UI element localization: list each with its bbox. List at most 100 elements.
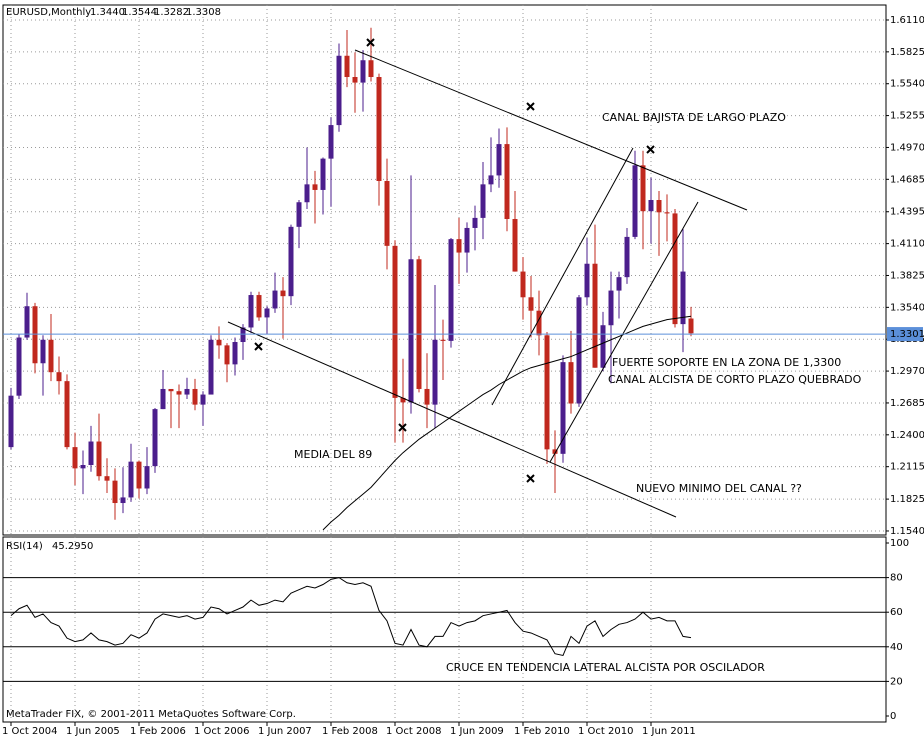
candle-body bbox=[216, 339, 222, 346]
y-tick-label: 1.2400 bbox=[890, 430, 924, 441]
candle-body bbox=[152, 409, 158, 467]
y-tick-label: 20 bbox=[890, 676, 903, 687]
candle-body bbox=[464, 227, 470, 253]
candle-body bbox=[72, 447, 78, 469]
y-tick-label: 1.5255 bbox=[890, 111, 924, 122]
rsi-value: 45.2950 bbox=[52, 541, 93, 552]
candle-body bbox=[672, 213, 678, 325]
header-low: 1.3282 bbox=[154, 7, 189, 18]
candle-body bbox=[320, 158, 326, 190]
x-tick-label: 1 Oct 2010 bbox=[578, 726, 633, 737]
trend-line bbox=[227, 321, 677, 518]
y-tick-label: 60 bbox=[890, 607, 903, 618]
candle-body bbox=[424, 388, 430, 405]
candle-body bbox=[648, 200, 654, 212]
cross-marks bbox=[254, 38, 655, 483]
candle-body bbox=[504, 144, 510, 220]
candle-body bbox=[208, 339, 214, 395]
y-tick-label: 1.1825 bbox=[890, 494, 924, 505]
candle-body bbox=[192, 388, 198, 405]
header-high: 1.3544 bbox=[122, 7, 157, 18]
rsi-title: RSI(14) bbox=[6, 541, 43, 552]
candle-body bbox=[56, 372, 62, 382]
x-tick-label: 1 Jun 2011 bbox=[642, 726, 696, 737]
candle-body bbox=[32, 306, 38, 364]
candle-body bbox=[472, 217, 478, 228]
candle-body bbox=[632, 165, 638, 237]
cross-mark bbox=[526, 102, 535, 111]
header-close: 1.3308 bbox=[186, 7, 221, 18]
y-tick-label: 1.3540 bbox=[890, 302, 924, 313]
candle-body bbox=[560, 362, 566, 454]
cross-mark bbox=[646, 145, 655, 154]
candle-body bbox=[16, 337, 22, 396]
candle-body bbox=[600, 325, 606, 368]
annotation: NUEVO MINIMO DEL CANAL ?? bbox=[636, 482, 802, 495]
y-tick-label: 1.5825 bbox=[890, 47, 924, 58]
candle-body bbox=[264, 308, 270, 318]
x-tick-label: 1 Jun 2009 bbox=[450, 726, 504, 737]
candle-body bbox=[280, 290, 286, 297]
trend-line bbox=[491, 147, 634, 406]
y-tick-label: 1.5540 bbox=[890, 79, 924, 90]
annotation: MEDIA DEL 89 bbox=[294, 448, 372, 461]
annotation: FUERTE SOPORTE EN LA ZONA DE 1,3300 bbox=[612, 356, 841, 369]
copyright: MetaTrader FIX, © 2001-2011 MetaQuotes S… bbox=[6, 709, 296, 720]
y-tick-label: 1.4395 bbox=[890, 207, 924, 218]
candle-body bbox=[432, 339, 438, 405]
candle-body bbox=[544, 335, 550, 450]
candle-body bbox=[656, 200, 662, 213]
candle-body bbox=[160, 388, 166, 410]
candle-body bbox=[416, 259, 422, 389]
header-open: 1.3440 bbox=[90, 7, 125, 18]
y-tick-label: 1.3825 bbox=[890, 270, 924, 281]
chart-header: EURUSD,Monthly1.34401.35441.32821.3308 bbox=[6, 7, 221, 18]
y-tick-label: 1.2115 bbox=[890, 462, 924, 473]
candle-body bbox=[24, 306, 30, 338]
candle-body bbox=[384, 180, 390, 246]
x-tick-label: 1 Jun 2005 bbox=[66, 726, 120, 737]
y-tick-label: 0 bbox=[890, 711, 896, 722]
candle-body bbox=[104, 476, 110, 481]
candle-body bbox=[520, 271, 526, 298]
candle-body bbox=[8, 395, 14, 448]
x-tick-label: 1 Oct 2008 bbox=[386, 726, 441, 737]
candle-body bbox=[344, 55, 350, 78]
candle-body bbox=[224, 345, 230, 365]
candle-body bbox=[360, 60, 366, 83]
candle-body bbox=[240, 327, 246, 343]
candle-body bbox=[408, 259, 414, 403]
candle-body bbox=[480, 184, 486, 218]
candle-body bbox=[640, 165, 646, 212]
candle-body bbox=[592, 263, 598, 368]
candle-body bbox=[568, 362, 574, 404]
candle-body bbox=[232, 342, 238, 365]
candle-body bbox=[512, 219, 518, 272]
candle-body bbox=[64, 381, 70, 448]
rsi-header: RSI(14) 45.2950 bbox=[6, 541, 93, 552]
rsi-line bbox=[10, 577, 692, 657]
candle-body bbox=[48, 339, 54, 373]
candle-body bbox=[536, 310, 542, 336]
candle-body bbox=[40, 339, 46, 364]
y-tick-label: 1.1540 bbox=[890, 526, 924, 537]
candle-body bbox=[680, 271, 686, 325]
candle-body bbox=[440, 339, 446, 341]
candle-body bbox=[288, 226, 294, 297]
y-tick-label: 40 bbox=[890, 642, 903, 653]
trend-line bbox=[354, 49, 748, 211]
cross-mark bbox=[254, 342, 263, 351]
cross-mark bbox=[526, 474, 535, 483]
candle-body bbox=[336, 55, 342, 126]
x-tick-label: 1 Jun 2007 bbox=[258, 726, 312, 737]
candle-body bbox=[272, 290, 278, 309]
candle-body bbox=[352, 77, 358, 83]
candle-body bbox=[112, 480, 118, 504]
marks bbox=[8, 27, 694, 657]
candle-body bbox=[312, 184, 318, 190]
candle-body bbox=[664, 212, 670, 214]
candle-body bbox=[248, 295, 254, 328]
candle-body bbox=[88, 441, 94, 466]
candle-body bbox=[368, 60, 374, 78]
